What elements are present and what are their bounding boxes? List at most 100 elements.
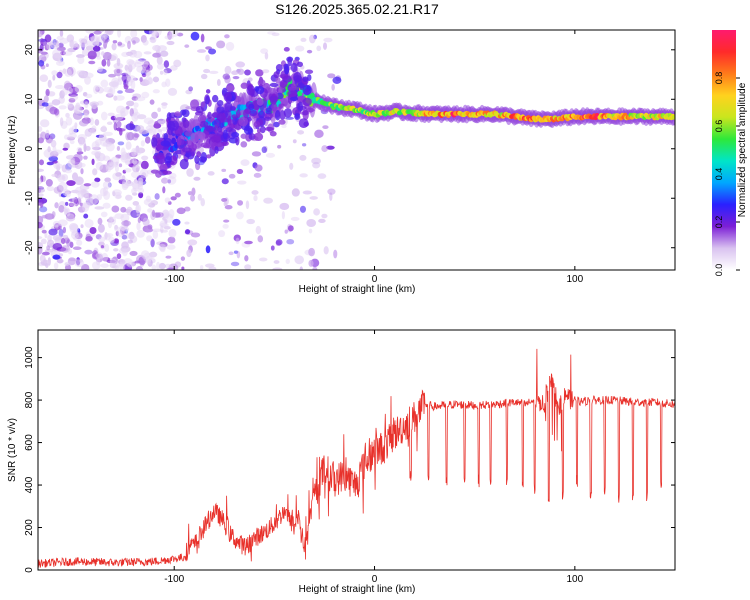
spectrogram-noise-cell <box>165 255 172 259</box>
spectrogram-noise-cell <box>151 209 156 218</box>
spectrogram-noise-cell <box>271 32 280 37</box>
spectrogram-noise-cell <box>263 197 273 204</box>
spectrogram-noise-cell <box>323 37 333 43</box>
spectrogram-noise-cell <box>59 30 64 37</box>
spectrogram-noise-cell <box>38 188 42 193</box>
spectrogram-noise-cell <box>91 158 95 166</box>
spectrogram-noise-cell <box>106 30 114 36</box>
spectrogram-noise-cell <box>77 190 84 200</box>
spectrogram-noise-cell <box>141 91 150 99</box>
spectrogram-noise-cell <box>264 116 272 121</box>
spectrogram-noise-cell <box>79 162 86 168</box>
spectrogram-noise-cell <box>101 252 109 262</box>
spectrogram-noise-cell <box>313 34 317 40</box>
spectrogram-noise-cell <box>141 155 149 161</box>
spectrogram-noise-cell <box>200 101 206 108</box>
spectrogram-noise-cell <box>145 195 151 202</box>
spectrogram-noise-cell <box>211 112 220 119</box>
spectrogram-noise-cell <box>205 263 215 268</box>
spectrogram-noise-cell <box>145 255 152 265</box>
snr-y-tick-label: 0 <box>24 567 35 573</box>
spectrogram-noise-cell <box>283 47 290 52</box>
spectrogram-noise-cell <box>58 228 64 238</box>
spectrogram-noise-cell <box>94 206 105 210</box>
spectrogram-noise-cell <box>81 139 86 146</box>
spectrogram-noise-cell <box>270 245 275 251</box>
spectrogram-noise-cell <box>237 180 247 185</box>
spectrogram-noise-cell <box>39 43 44 51</box>
snr-x-tick-label: 100 <box>566 574 583 585</box>
spectrogram-noise-cell <box>309 196 318 200</box>
spectrogram-noise-cell <box>166 176 177 185</box>
spectrogram-noise-cell <box>121 51 130 57</box>
colorbar: 0.0 0.2 0.4 0.6 0.8 Normalized spectral ampl… <box>712 30 748 276</box>
spectrogram-noise-cell <box>306 49 313 54</box>
spectrogram-noise-cell <box>211 94 219 103</box>
spectrogram-frame <box>37 29 676 271</box>
spectrogram-noise-cell <box>142 59 149 68</box>
spectrogram-noise-cell <box>182 147 192 153</box>
spectrogram-noise-cell <box>174 111 181 117</box>
spectrogram-noise-cell <box>145 228 154 233</box>
spectrogram-noise-cell <box>62 147 69 151</box>
spectrogram-noise-cell <box>238 116 249 127</box>
spectrogram-noise-cell <box>67 248 73 255</box>
spectrogram-noise-cell <box>281 124 287 129</box>
spectrogram-noise-cell <box>140 140 145 147</box>
spectrogram-y-tick-label: 0 <box>24 146 35 152</box>
spectrogram-noise-cell <box>62 226 67 234</box>
spectrogram-noise-cell <box>114 95 125 101</box>
spectrogram-noise-cell <box>258 110 265 119</box>
spectrogram-noise-cell <box>272 267 283 270</box>
spectrogram-noise-cell <box>200 73 208 80</box>
spectrogram-noise-cell <box>100 263 109 268</box>
colorbar-tick-label: 0.6 <box>714 120 724 133</box>
snr-series-line <box>38 348 675 568</box>
spectrogram-noise-cell <box>157 107 161 112</box>
spectrogram-noise-cell <box>298 118 309 129</box>
spectrogram-noise-cell <box>128 50 138 58</box>
spectrogram-ridge-cell <box>671 114 675 120</box>
spectrogram-noise-cell <box>253 172 262 178</box>
spectrogram-noise-cell <box>114 226 121 232</box>
spectrogram-noise-cell <box>131 36 140 44</box>
spectrogram-noise-cell <box>52 235 63 241</box>
spectrogram-noise-cell <box>136 229 145 238</box>
spectrogram-noise-cell <box>139 77 143 83</box>
spectrogram-noise-cell <box>38 236 43 240</box>
spectrogram-noise-cell <box>235 61 246 68</box>
spectrogram-noise-cell <box>116 68 121 74</box>
spectrogram-noise-cell <box>205 95 210 105</box>
spectrogram-noise-cell <box>45 88 50 97</box>
spectrogram-noise-cell <box>216 79 221 87</box>
spectrogram-noise-cell <box>225 41 235 51</box>
spectrogram-noise-cell <box>108 73 116 78</box>
spectrogram-noise-cell <box>106 59 111 67</box>
spectrogram-noise-cell <box>287 225 294 232</box>
spectrogram-noise-cell <box>84 249 93 255</box>
spectrogram-noise-cell <box>254 164 263 172</box>
spectrogram-noise-cell <box>56 258 64 264</box>
spectrogram-noise-cell <box>85 93 93 99</box>
spectrogram-noise-cell <box>111 189 122 196</box>
spectrogram-noise-cell <box>116 253 122 260</box>
spectrogram-noise-cell <box>83 213 89 219</box>
spectrogram-noise-cell <box>48 228 58 236</box>
spectrogram-noise-cell <box>323 42 328 50</box>
spectrogram-noise-cell <box>253 195 258 202</box>
spectrogram-noise-cell <box>190 232 201 238</box>
spectrogram-noise-cell <box>108 158 114 167</box>
spectrogram-noise-cell <box>221 197 228 202</box>
spectrogram-noise-cell <box>66 208 71 217</box>
spectrogram-noise-cell <box>74 85 83 93</box>
spectrogram-noise-cell <box>281 211 285 220</box>
spectrogram-noise-cell <box>55 163 63 169</box>
spectrogram-noise-cell <box>306 218 317 228</box>
spectrogram-noise-cell <box>187 139 192 146</box>
spectrogram-noise-cell <box>161 126 167 132</box>
spectrogram-noise-cell <box>163 212 169 220</box>
spectrogram-noise-cell <box>292 139 297 144</box>
spectrogram-noise-cell <box>326 145 335 150</box>
spectrogram-noise-cell <box>101 125 107 133</box>
snr-frame <box>37 329 676 571</box>
